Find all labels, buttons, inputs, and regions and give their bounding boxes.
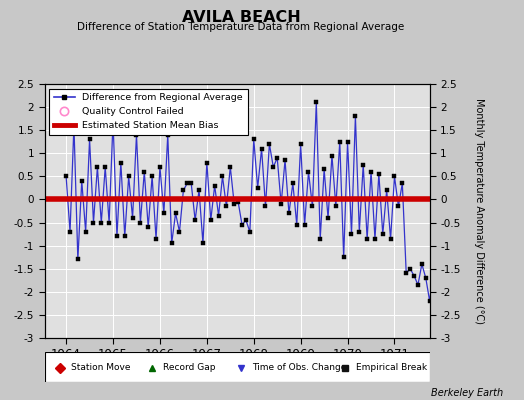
Text: Station Move: Station Move xyxy=(71,363,130,372)
Text: Berkeley Earth: Berkeley Earth xyxy=(431,388,503,398)
Text: Record Gap: Record Gap xyxy=(163,363,216,372)
Text: AVILA BEACH: AVILA BEACH xyxy=(182,10,300,25)
Text: Time of Obs. Change: Time of Obs. Change xyxy=(252,363,346,372)
Y-axis label: Monthly Temperature Anomaly Difference (°C): Monthly Temperature Anomaly Difference (… xyxy=(474,98,484,324)
Text: Difference of Station Temperature Data from Regional Average: Difference of Station Temperature Data f… xyxy=(78,22,405,32)
Text: Empirical Break: Empirical Break xyxy=(356,363,427,372)
Legend: Difference from Regional Average, Quality Control Failed, Estimated Station Mean: Difference from Regional Average, Qualit… xyxy=(49,89,248,135)
